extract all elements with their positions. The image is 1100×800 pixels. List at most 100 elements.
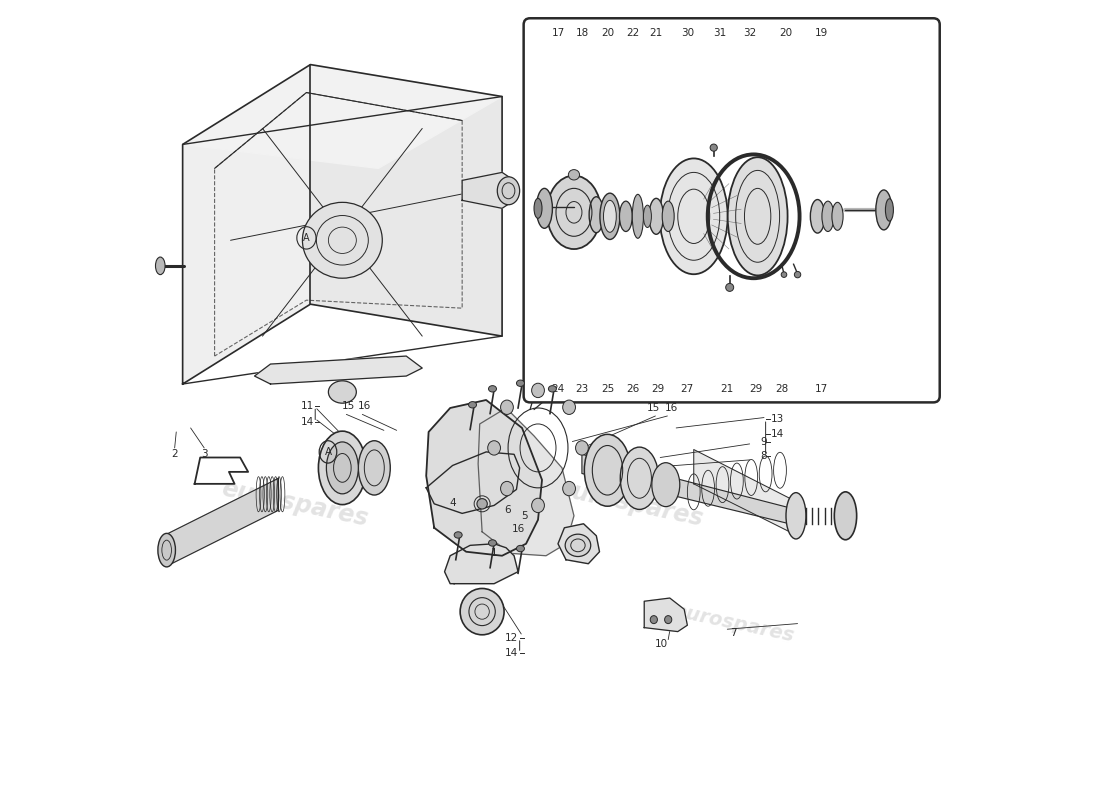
Ellipse shape xyxy=(531,383,544,398)
Ellipse shape xyxy=(531,498,544,513)
Polygon shape xyxy=(582,454,790,524)
Ellipse shape xyxy=(327,442,359,494)
Ellipse shape xyxy=(650,616,658,624)
Polygon shape xyxy=(645,598,688,631)
Text: 19: 19 xyxy=(815,28,828,38)
Ellipse shape xyxy=(517,546,525,552)
Ellipse shape xyxy=(834,492,857,540)
Text: 23: 23 xyxy=(575,384,589,394)
Text: 31: 31 xyxy=(713,28,726,38)
Ellipse shape xyxy=(811,199,825,233)
Ellipse shape xyxy=(158,534,176,567)
Ellipse shape xyxy=(786,493,806,539)
FancyBboxPatch shape xyxy=(524,18,939,402)
Ellipse shape xyxy=(487,441,500,455)
Ellipse shape xyxy=(534,198,542,218)
Text: 1: 1 xyxy=(491,548,497,558)
Ellipse shape xyxy=(726,283,734,291)
Ellipse shape xyxy=(584,434,630,506)
Ellipse shape xyxy=(318,431,366,505)
Polygon shape xyxy=(426,400,542,556)
Text: 9: 9 xyxy=(760,438,767,447)
Ellipse shape xyxy=(500,400,514,414)
Ellipse shape xyxy=(794,271,801,278)
Ellipse shape xyxy=(302,202,383,278)
Ellipse shape xyxy=(600,193,620,239)
Ellipse shape xyxy=(781,272,786,278)
Polygon shape xyxy=(558,524,600,564)
Ellipse shape xyxy=(549,386,557,392)
Ellipse shape xyxy=(728,158,788,275)
Text: 29: 29 xyxy=(749,384,762,394)
Ellipse shape xyxy=(711,144,717,151)
Text: A: A xyxy=(324,447,331,457)
Ellipse shape xyxy=(886,198,893,221)
Polygon shape xyxy=(444,544,518,584)
Polygon shape xyxy=(310,65,502,336)
Text: 17: 17 xyxy=(551,28,564,38)
Polygon shape xyxy=(694,450,790,532)
Text: 12: 12 xyxy=(505,633,518,643)
Ellipse shape xyxy=(460,589,504,634)
Ellipse shape xyxy=(590,197,604,233)
Text: 21: 21 xyxy=(720,384,734,394)
Polygon shape xyxy=(183,65,502,169)
Text: 21: 21 xyxy=(650,28,663,38)
Ellipse shape xyxy=(563,482,575,496)
Ellipse shape xyxy=(569,170,580,180)
Ellipse shape xyxy=(488,540,496,546)
Polygon shape xyxy=(426,452,519,514)
Ellipse shape xyxy=(575,441,589,455)
Ellipse shape xyxy=(537,188,552,228)
Text: 14: 14 xyxy=(505,648,518,658)
Ellipse shape xyxy=(620,447,659,510)
Text: 17: 17 xyxy=(815,384,828,394)
Text: 14: 14 xyxy=(771,429,784,438)
Polygon shape xyxy=(167,478,278,566)
Text: eurospares: eurospares xyxy=(219,477,370,531)
Text: 10: 10 xyxy=(656,638,669,649)
Ellipse shape xyxy=(329,381,356,403)
Text: 4: 4 xyxy=(449,498,455,508)
Text: 2: 2 xyxy=(172,450,178,459)
Text: 16: 16 xyxy=(512,524,525,534)
Ellipse shape xyxy=(477,498,487,509)
Text: 30: 30 xyxy=(681,28,694,38)
Ellipse shape xyxy=(832,202,843,230)
Text: 22: 22 xyxy=(626,28,640,38)
Text: 25: 25 xyxy=(601,384,614,394)
Ellipse shape xyxy=(547,175,601,249)
Ellipse shape xyxy=(563,400,575,414)
Text: 20: 20 xyxy=(779,28,792,38)
Ellipse shape xyxy=(497,177,519,205)
Ellipse shape xyxy=(652,462,680,506)
Text: 13: 13 xyxy=(771,414,784,424)
Ellipse shape xyxy=(876,190,892,230)
Text: 15: 15 xyxy=(342,402,355,411)
Ellipse shape xyxy=(644,205,651,227)
Ellipse shape xyxy=(488,386,496,392)
Ellipse shape xyxy=(649,198,663,234)
Text: 27: 27 xyxy=(681,384,694,394)
Ellipse shape xyxy=(517,380,525,386)
Ellipse shape xyxy=(604,200,616,232)
Text: 7: 7 xyxy=(730,628,737,638)
Ellipse shape xyxy=(664,616,672,624)
Text: 6: 6 xyxy=(505,506,512,515)
Ellipse shape xyxy=(359,441,390,495)
Text: 14: 14 xyxy=(300,418,313,427)
Text: 29: 29 xyxy=(651,384,664,394)
Ellipse shape xyxy=(565,534,591,557)
Ellipse shape xyxy=(822,201,834,231)
Text: 18: 18 xyxy=(575,28,589,38)
Ellipse shape xyxy=(660,158,728,274)
Ellipse shape xyxy=(500,482,514,496)
Text: 28: 28 xyxy=(776,384,789,394)
Ellipse shape xyxy=(619,201,632,231)
Ellipse shape xyxy=(469,402,476,408)
Polygon shape xyxy=(462,172,514,208)
Text: 26: 26 xyxy=(626,384,640,394)
Text: 3: 3 xyxy=(201,450,208,459)
Text: 15: 15 xyxy=(647,403,660,413)
Text: 5: 5 xyxy=(521,510,528,521)
